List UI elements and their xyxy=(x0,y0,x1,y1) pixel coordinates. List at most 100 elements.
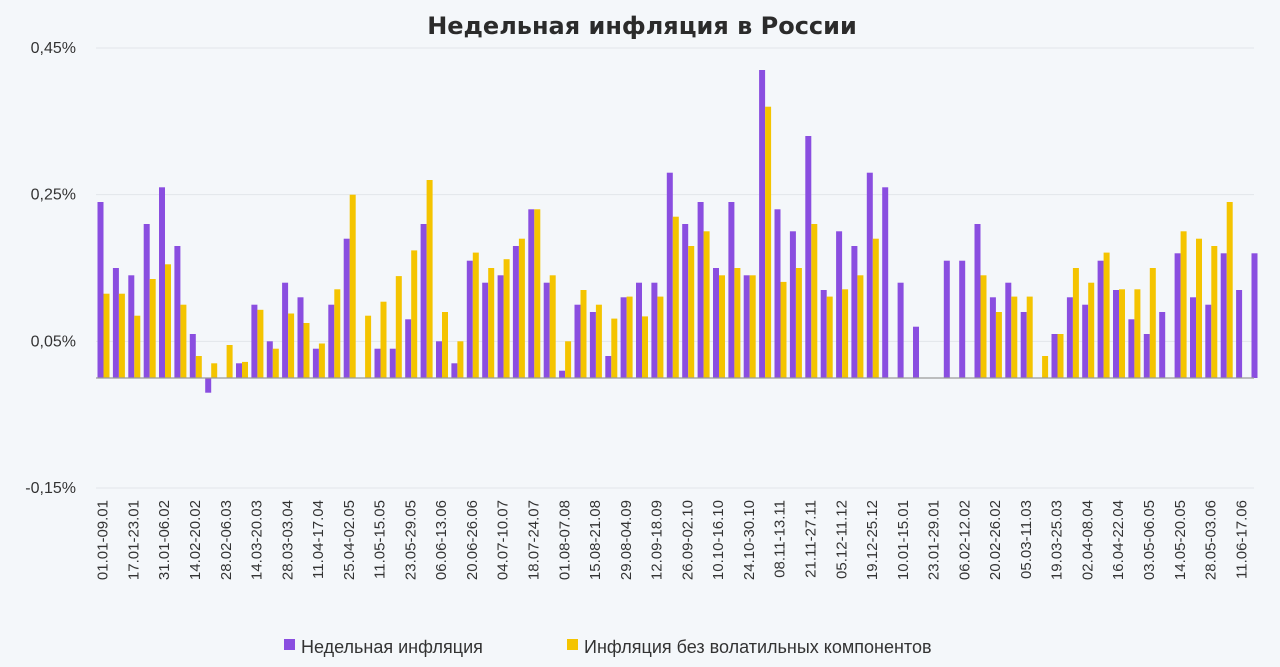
bar-weekly-inflation xyxy=(205,378,212,393)
bar-core-inflation xyxy=(1057,334,1064,378)
bars xyxy=(97,70,1258,393)
bar-weekly-inflation xyxy=(282,282,289,378)
x-tick-label: 10.01-15.01 xyxy=(895,500,912,580)
x-tick-label: 18.07-24.07 xyxy=(526,500,543,580)
bar-weekly-inflation xyxy=(836,231,843,378)
bar-core-inflation xyxy=(380,301,387,378)
bar-core-inflation xyxy=(688,246,695,378)
bar-weekly-inflation xyxy=(1159,312,1166,378)
x-tick-label: 21.11-27.11 xyxy=(803,500,820,578)
bar-core-inflation xyxy=(857,275,864,378)
bar-core-inflation xyxy=(642,316,648,378)
bar-core-inflation xyxy=(457,341,464,378)
bar-weekly-inflation xyxy=(974,224,981,378)
bar-core-inflation xyxy=(565,341,572,378)
bar-weekly-inflation xyxy=(159,187,165,378)
bar-weekly-inflation xyxy=(1174,253,1181,378)
bar-core-inflation xyxy=(1226,202,1233,378)
legend-label-weekly: Недельная инфляция xyxy=(301,637,483,657)
bar-weekly-inflation xyxy=(666,172,673,378)
chart-title: Недельная инфляция в России xyxy=(427,12,857,40)
bar-weekly-inflation xyxy=(174,246,181,378)
x-tick-label: 12.09-18.09 xyxy=(649,500,666,580)
x-tick-label: 31.01-06.02 xyxy=(156,500,173,580)
bar-weekly-inflation xyxy=(312,348,319,378)
bar-core-inflation xyxy=(518,238,525,378)
bar-core-inflation xyxy=(872,238,879,378)
x-tick-label: 01.08-07.08 xyxy=(556,500,573,580)
bar-core-inflation xyxy=(318,343,325,378)
bar-core-inflation xyxy=(1149,268,1156,378)
bar-core-inflation xyxy=(980,275,987,378)
bar-core-inflation xyxy=(765,106,772,378)
bar-weekly-inflation xyxy=(236,363,242,378)
x-tick-label: 02.04-08.04 xyxy=(1079,500,1096,580)
legend-label-core: Инфляция без волатильных компонентов xyxy=(584,637,932,657)
bar-weekly-inflation xyxy=(989,297,996,378)
bar-weekly-inflation xyxy=(1051,334,1058,378)
bar-core-inflation xyxy=(272,348,279,378)
bar-core-inflation xyxy=(1134,289,1141,378)
bar-core-inflation xyxy=(672,216,679,378)
bar-core-inflation xyxy=(734,268,741,378)
x-tick-label: 14.02-20.02 xyxy=(187,500,204,580)
bar-core-inflation xyxy=(165,264,171,378)
bar-weekly-inflation xyxy=(482,282,489,378)
bar-weekly-inflation xyxy=(1097,260,1104,378)
bar-weekly-inflation xyxy=(97,202,104,378)
bar-weekly-inflation xyxy=(528,209,535,378)
x-tick-label: 11.06-17.06 xyxy=(1233,500,1250,579)
x-tick-label: 25.04-02.05 xyxy=(341,500,358,580)
x-tick-label: 19.12-25.12 xyxy=(864,500,881,580)
bar-core-inflation xyxy=(595,304,602,378)
x-tick-label: 19.03-25.03 xyxy=(1049,500,1066,580)
x-tick-label: 03.05-06.05 xyxy=(1141,500,1158,580)
bar-core-inflation xyxy=(472,252,479,378)
x-tick-label: 05.12-11.12 xyxy=(833,500,850,579)
bar-weekly-inflation xyxy=(574,304,581,378)
bar-weekly-inflation xyxy=(436,341,442,378)
bar-weekly-inflation xyxy=(682,224,689,378)
bar-weekly-inflation xyxy=(143,224,150,378)
bar-weekly-inflation xyxy=(1236,290,1243,378)
y-tick-label: 0,25% xyxy=(31,187,76,204)
bar-core-inflation xyxy=(795,268,802,378)
x-tick-label: 20.02-26.02 xyxy=(987,500,1004,580)
bar-weekly-inflation xyxy=(1005,282,1012,378)
bar-core-inflation xyxy=(242,361,248,378)
x-tick-label: 11.05-15.05 xyxy=(372,500,389,579)
bar-weekly-inflation xyxy=(297,297,304,378)
bar-weekly-inflation xyxy=(251,304,258,378)
bar-weekly-inflation xyxy=(605,356,612,378)
bar-core-inflation xyxy=(549,275,556,378)
bar-weekly-inflation xyxy=(1113,290,1119,378)
legend: Недельная инфляция Инфляция без волатиль… xyxy=(284,637,932,657)
y-tick-label: 0,45% xyxy=(31,40,76,57)
bar-weekly-inflation xyxy=(1220,253,1227,378)
bar-weekly-inflation xyxy=(774,209,781,378)
bar-weekly-inflation xyxy=(1143,334,1150,378)
x-tick-label: 14.03-20.03 xyxy=(249,500,266,580)
bar-core-inflation xyxy=(349,194,356,378)
bar-weekly-inflation xyxy=(959,260,966,378)
bar-core-inflation xyxy=(1072,268,1079,378)
bar-weekly-inflation xyxy=(189,334,196,378)
x-tick-label: 10.10-16.10 xyxy=(710,500,727,580)
bar-weekly-inflation xyxy=(559,370,566,378)
bar-core-inflation xyxy=(534,209,541,378)
bar-core-inflation xyxy=(826,296,833,378)
bar-weekly-inflation xyxy=(405,319,412,378)
bar-core-inflation xyxy=(780,281,787,378)
y-tick-label: -0,15% xyxy=(25,480,76,497)
bar-core-inflation xyxy=(611,318,618,378)
bar-core-inflation xyxy=(657,296,664,378)
bar-weekly-inflation xyxy=(1205,304,1212,378)
bar-weekly-inflation xyxy=(1128,319,1135,378)
bar-weekly-inflation xyxy=(512,246,519,378)
bar-weekly-inflation xyxy=(266,341,273,378)
bar-weekly-inflation xyxy=(820,290,827,378)
legend-swatch-weekly xyxy=(284,639,295,650)
bar-core-inflation xyxy=(1211,246,1218,378)
x-tick-label: 24.10-30.10 xyxy=(741,500,758,580)
